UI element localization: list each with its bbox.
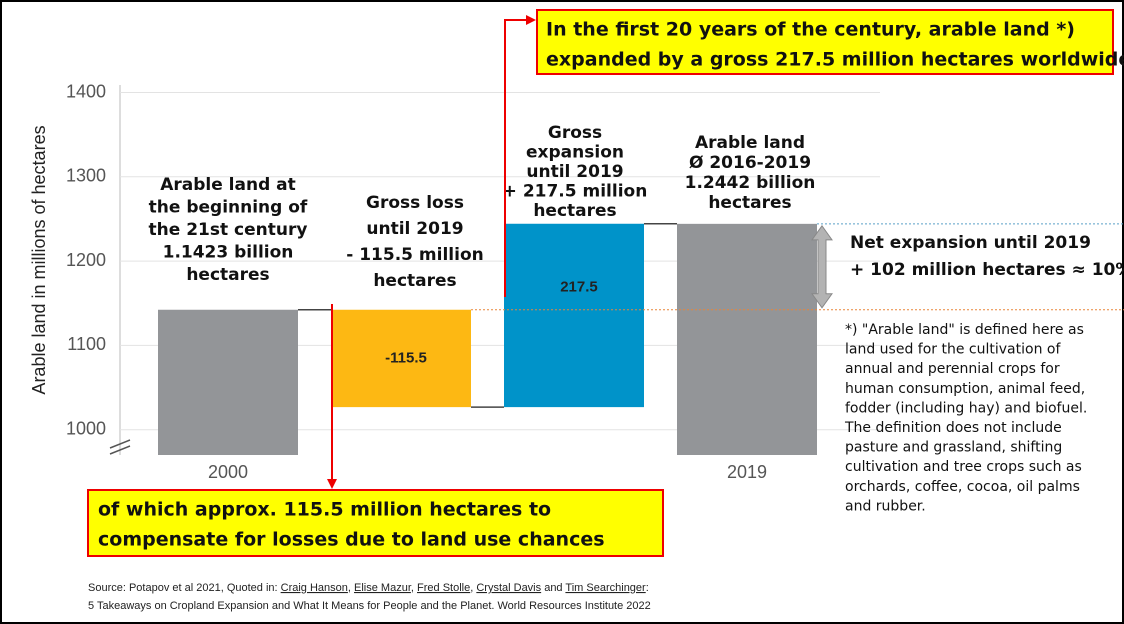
source-part: Source: Potapov et al 2021, Quoted in: [88,582,281,594]
net-arrow [811,224,833,309]
footnote: The definition does not include [844,420,1062,436]
axis-break [109,439,131,455]
callout-text: compensate for losses due to land use ch… [98,529,605,551]
callout-text: expanded by a gross 217.5 million hectar… [546,49,1124,71]
data-label: -115.5 [385,349,427,366]
bar-label: + 217.5 million [503,182,648,202]
bar-label: 1.2442 billion [685,173,816,193]
bar [677,223,817,455]
callout-text: of which approx. 115.5 million hectares … [98,499,551,521]
y-tick-label: 1400 [66,81,106,101]
source-part: and [541,582,565,594]
source-part: 5 Takeaways on Cropland Expansion and Wh… [88,600,651,612]
bar-label: the 21st century [149,220,308,240]
source-part: Fred Stolle [417,582,470,594]
bar-label: Ø 2016-2019 [689,153,811,173]
footnote: annual and perennial crops for [845,361,1060,377]
source: 5 Takeaways on Cropland Expansion and Wh… [88,600,651,612]
source-part: Tim Searchinger [565,582,646,594]
y-tick-label: 1100 [67,334,106,354]
bar-label: hectares [533,201,616,221]
source-part: , [348,582,354,594]
footnote: and rubber. [845,498,926,514]
bar-label: until 2019 [366,219,463,239]
bar-label: Gross loss [366,193,464,213]
callout-arrow [504,19,528,297]
bar [504,223,644,408]
y-tick-label: 1200 [66,250,106,270]
bar [158,309,298,455]
bar-label: 1.1423 billion [163,243,294,263]
footnote: human consumption, animal feed, [845,381,1085,397]
y-tick-label: 1000 [66,418,106,438]
y-axis-label: Arable land in millions of hectares [29,125,49,394]
bar-label: Gross [548,123,602,143]
x-tick-label: 2000 [208,462,248,482]
bar-label: - 115.5 million [346,245,483,265]
x-tick-label: 2019 [727,462,767,482]
bar-label: hectares [373,271,456,291]
bar-label: Arable land at [160,175,296,195]
bar-label: expansion [526,143,624,163]
net-label: + 102 million hectares ≈ 10% [850,260,1124,280]
arrow-head [526,15,536,25]
bar-label: hectares [186,265,269,285]
bar [331,309,471,408]
footnote: orchards, coffee, cocoa, oil palms [845,479,1080,495]
bar-label: hectares [708,193,791,213]
top-box [536,9,1114,75]
callout-text: In the first 20 years of the century, ar… [546,19,1075,41]
footnote: pasture and grassland, shifting [845,440,1062,456]
source: Source: Potapov et al 2021, Quoted in: C… [88,582,649,594]
footnote: cultivation and tree crops such as [845,459,1082,475]
footnote: land used for the cultivation of [845,342,1061,358]
bar-label: the beginning of [149,198,308,218]
footnote: *) "Arable land" is defined here as [845,322,1084,338]
bottom-box [87,489,664,557]
y-tick-label: 1300 [66,166,106,186]
arrow-head [327,479,337,489]
source-part: , [470,582,476,594]
bar-label: Arable land [695,133,805,153]
net-label: Net expansion until 2019 [850,233,1091,253]
bar-label: until 2019 [526,162,623,182]
data-label: 217.5 [560,278,598,295]
source-part: : [646,582,649,594]
source-part: , [411,582,417,594]
source-part: Elise Mazur [354,582,412,594]
source-part: Craig Hanson [281,582,348,594]
footnote: fodder (including hay) and biofuel. [845,400,1087,416]
source-part: Crystal Davis [476,582,541,594]
